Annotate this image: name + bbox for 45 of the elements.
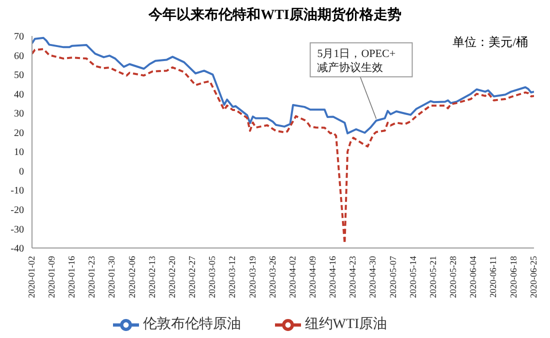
x-tick-label: 2020-02-13	[146, 256, 157, 298]
x-tick-label: 2020-04-30	[368, 256, 378, 298]
x-tick-label: 2020-01-02	[26, 256, 36, 298]
y-tick-label: 0	[19, 166, 24, 178]
x-tick-label: 2020-02-20	[166, 256, 177, 298]
x-tick-label: 2020-05-07	[388, 256, 398, 298]
x-tick-label: 2020-06-25	[528, 256, 538, 298]
x-tick-label: 2020-05-21	[428, 256, 438, 298]
legend-label: 纽约WTI原油	[304, 317, 388, 332]
x-tick-label: 2020-06-04	[468, 256, 478, 298]
y-tick-label: 40	[14, 89, 24, 100]
x-tick-label: 2020-05-14	[408, 256, 418, 298]
legend-label: 伦敦布伦特原油	[142, 317, 241, 332]
y-tick-label: -30	[10, 224, 24, 236]
y-tick-label: 50	[14, 70, 24, 82]
annotation: 5月1日，OPEC+ 减产协议生效	[317, 48, 396, 74]
y-tick-label: 10	[14, 147, 24, 158]
x-tick-label: 2020-04-23	[348, 256, 358, 298]
y-tick-label: 30	[14, 108, 24, 120]
x-tick-label: 2020-04-16	[328, 256, 338, 298]
x-tick-label: 2020-02-27	[187, 256, 198, 298]
x-tick-label: 2020-02-06	[126, 256, 137, 298]
chart-title: 今年以来布伦特和WTI原油期货价格走势	[148, 6, 402, 24]
x-tick-label: 2020-01-23	[86, 256, 97, 298]
x-tick-label: 2020-01-30	[106, 256, 117, 298]
line-series	[32, 48, 534, 244]
x-tick-label: 2020-03-26	[267, 256, 278, 298]
x-tick-label: 2020-04-02	[287, 256, 298, 298]
x-tick-label: 2020-04-09	[308, 256, 318, 298]
annotation: 单位：美元/桶	[452, 34, 528, 51]
x-tick-label: 2020-06-18	[508, 256, 518, 298]
y-tick-label: 60	[14, 50, 24, 62]
x-tick-label: 2020-05-28	[448, 256, 458, 298]
x-tick-label: 2020-01-09	[46, 256, 56, 298]
y-tick-label: -20	[10, 205, 24, 216]
x-tick-label: 2020-03-12	[227, 256, 238, 298]
y-tick-label: 20	[14, 128, 24, 139]
x-tick-label: 2020-03-19	[247, 256, 258, 298]
x-tick-label: 2020-03-05	[207, 256, 218, 298]
y-tick-label: -10	[10, 186, 24, 197]
x-tick-label: 2020-01-16	[66, 256, 77, 298]
y-tick-label: -40	[10, 244, 24, 255]
line-series	[32, 36, 534, 134]
x-tick-label: 2020-06-11	[488, 256, 498, 298]
y-tick-label: 70	[14, 32, 24, 43]
